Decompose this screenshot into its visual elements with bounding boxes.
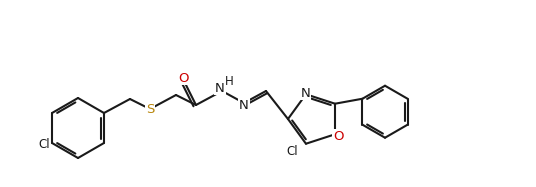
Text: N: N (301, 87, 311, 100)
Text: N: N (239, 99, 249, 111)
Text: O: O (333, 130, 343, 143)
Text: Cl: Cl (286, 145, 298, 158)
Text: S: S (146, 102, 154, 116)
Text: Cl: Cl (38, 139, 50, 151)
Text: N: N (215, 82, 225, 94)
Text: H: H (225, 74, 233, 88)
Text: O: O (178, 71, 189, 85)
